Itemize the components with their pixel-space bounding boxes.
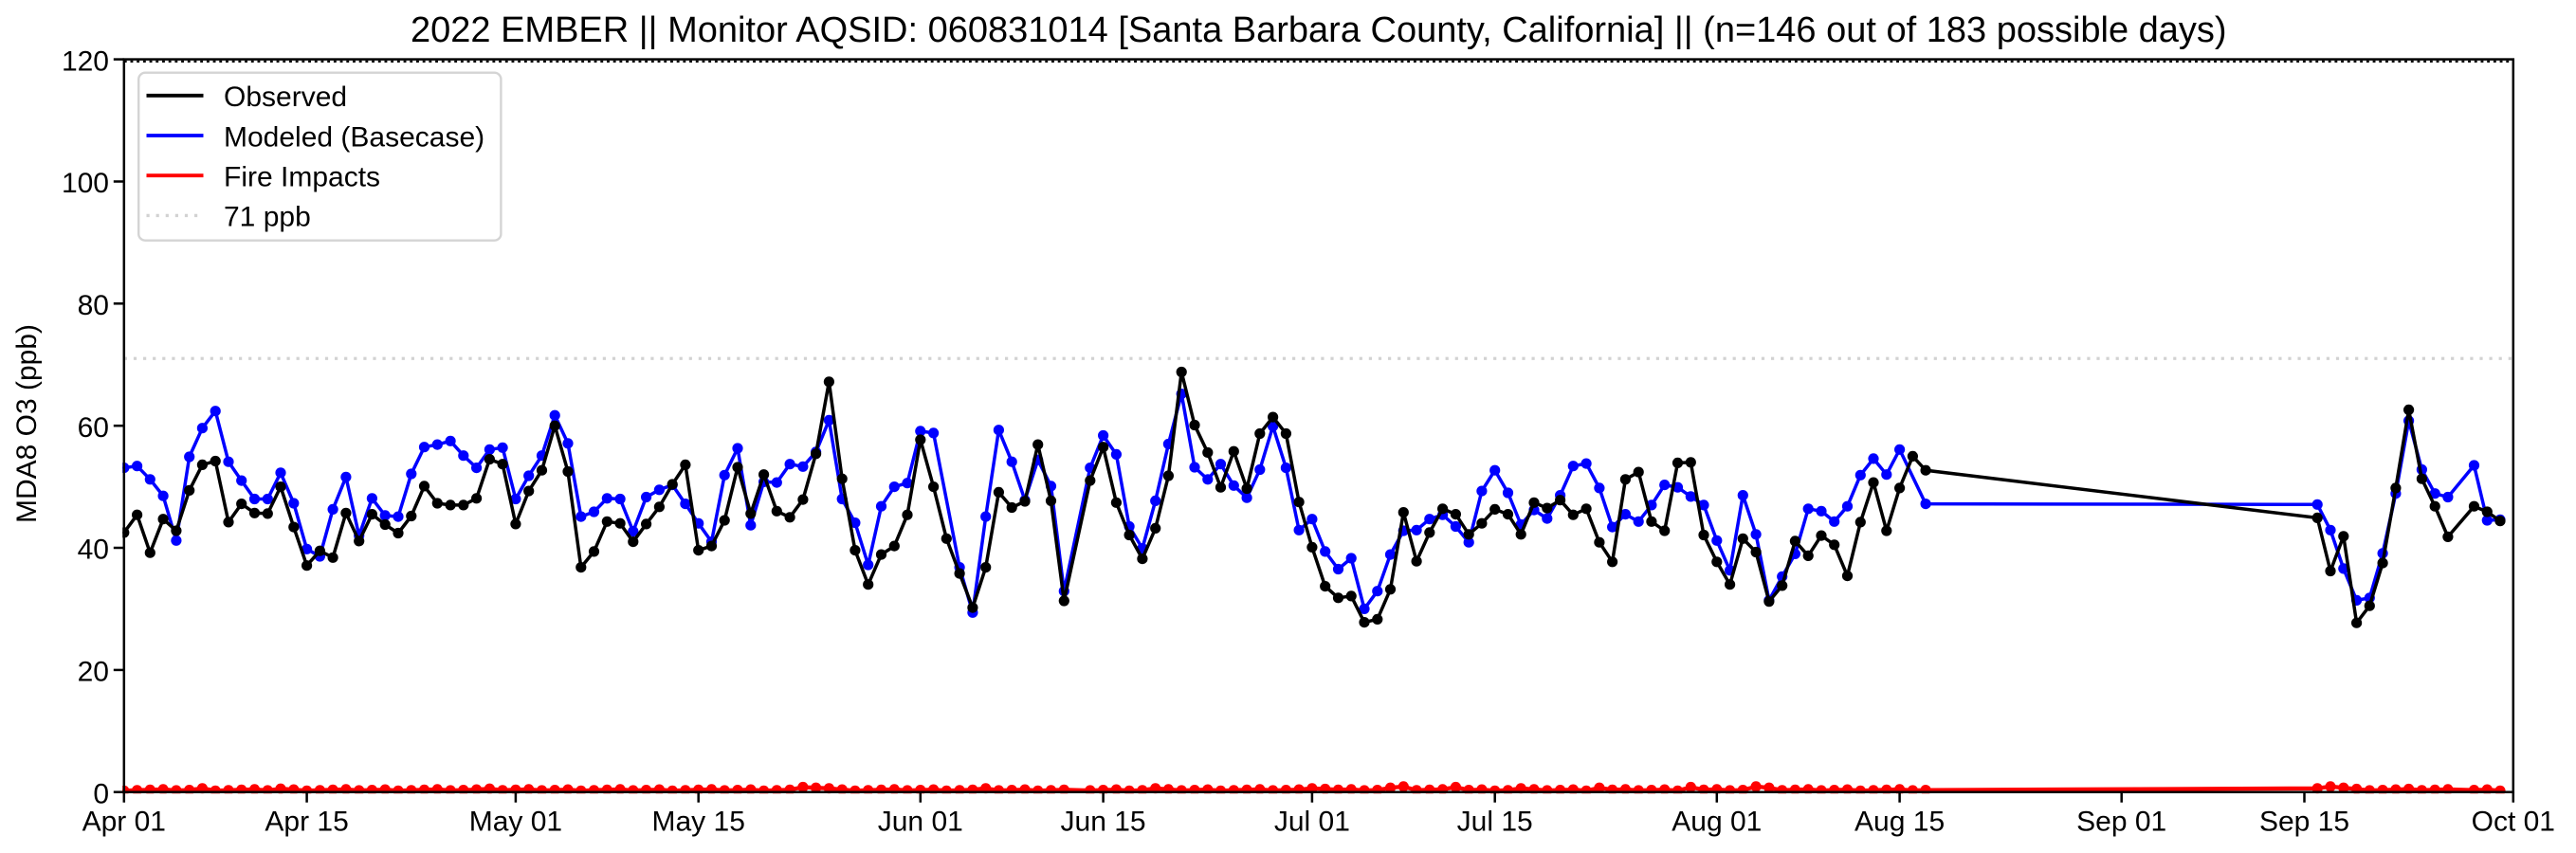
svg-text:Sep 01: Sep 01	[2076, 807, 2166, 838]
svg-text:Fire Impacts: Fire Impacts	[224, 162, 380, 193]
svg-text:Aug 01: Aug 01	[1672, 807, 1762, 838]
svg-text:80: 80	[78, 290, 109, 321]
svg-text:Apr 15: Apr 15	[265, 807, 348, 838]
svg-text:20: 20	[78, 657, 109, 688]
svg-text:May 15: May 15	[652, 807, 745, 838]
svg-text:71 ppb: 71 ppb	[224, 202, 311, 233]
svg-text:Jul 01: Jul 01	[1274, 807, 1350, 838]
svg-text:Oct 01: Oct 01	[2472, 807, 2555, 838]
svg-text:60: 60	[78, 412, 109, 444]
svg-text:Jun 01: Jun 01	[878, 807, 963, 838]
svg-text:May 01: May 01	[469, 807, 562, 838]
svg-text:Jul 15: Jul 15	[1457, 807, 1533, 838]
svg-text:Observed: Observed	[224, 82, 347, 113]
svg-text:40: 40	[78, 535, 109, 566]
svg-text:Sep 15: Sep 15	[2259, 807, 2349, 838]
svg-text:100: 100	[62, 168, 109, 199]
svg-text:120: 120	[62, 45, 109, 77]
svg-text:0: 0	[93, 778, 109, 809]
svg-text:2022 EMBER || Monitor AQSID: 0: 2022 EMBER || Monitor AQSID: 060831014 […	[411, 10, 2227, 50]
svg-text:Modeled (Basecase): Modeled (Basecase)	[224, 121, 484, 153]
svg-text:Apr 01: Apr 01	[82, 807, 166, 838]
svg-text:MDA8 O3 (ppb): MDA8 O3 (ppb)	[11, 324, 43, 523]
svg-text:Jun 15: Jun 15	[1061, 807, 1146, 838]
svg-text:Aug 15: Aug 15	[1854, 807, 1945, 838]
